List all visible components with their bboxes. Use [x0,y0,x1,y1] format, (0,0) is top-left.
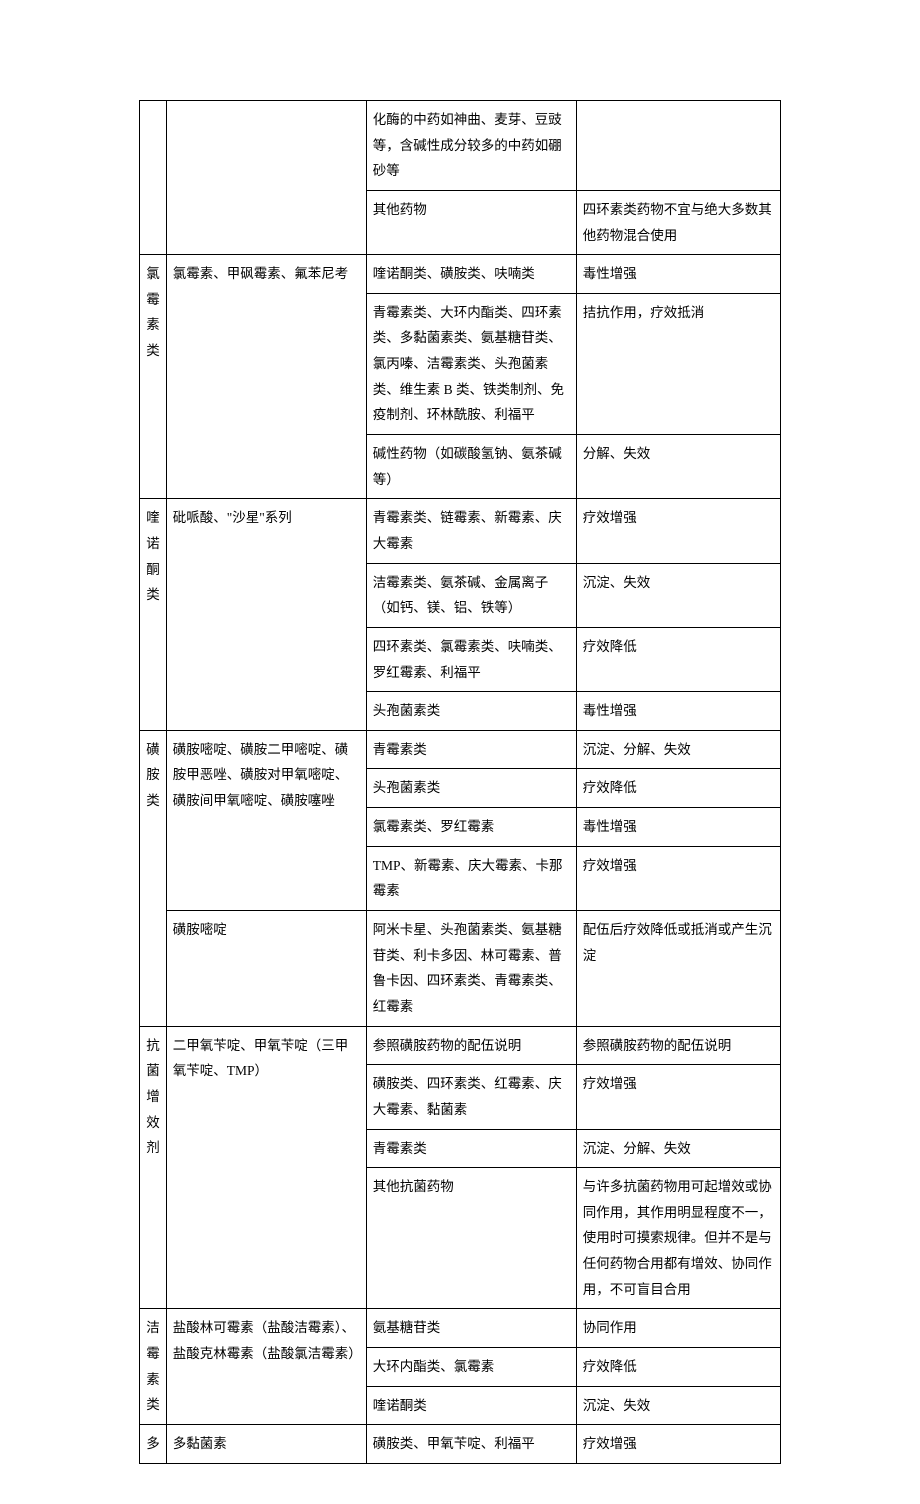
table-row: 抗菌增效剂 二甲氧苄啶、甲氧苄啶（三甲氧苄啶、TMP） 参照磺胺药物的配伍说明 … [140,1026,781,1065]
partner-cell: 氨基糖苷类 [366,1309,576,1348]
partner-cell: 大环内酯类、氯霉素 [366,1347,576,1386]
effect-cell: 疗效增强 [576,1425,780,1464]
cat-cell [140,101,167,255]
drug-cell: 二甲氧苄啶、甲氧苄啶（三甲氧苄啶、TMP） [166,1026,366,1309]
partner-cell: 喹诺酮类、磺胺类、呋喃类 [366,255,576,294]
partner-cell: 青霉素类、链霉素、新霉素、庆大霉素 [366,499,576,563]
effect-cell: 分解、失效 [576,435,780,499]
cat-cell: 喹诺酮类 [140,499,167,730]
effect-cell: 四环素类药物不宜与绝大多数其他药物混合使用 [576,190,780,254]
partner-cell: 其他抗菌药物 [366,1168,576,1309]
effect-cell: 沉淀、失效 [576,563,780,627]
effect-cell: 毒性增强 [576,255,780,294]
effect-cell: 毒性增强 [576,692,780,731]
effect-cell: 毒性增强 [576,808,780,847]
drug-cell: 盐酸林可霉素（盐酸洁霉素）、盐酸克林霉素（盐酸氯洁霉素） [166,1309,366,1425]
partner-cell: 头孢菌素类 [366,769,576,808]
table-row: 喹诺酮类 砒哌酸、"沙星"系列 青霉素类、链霉素、新霉素、庆大霉素 疗效增强 [140,499,781,563]
partner-cell: 磺胺类、四环素类、红霉素、庆大霉素、黏菌素 [366,1065,576,1129]
document-page: 化酶的中药如神曲、麦芽、豆豉等，含碱性成分较多的中药如硼砂等 其他药物 四环素类… [0,0,920,1504]
effect-cell: 沉淀、分解、失效 [576,730,780,769]
effect-cell: 沉淀、分解、失效 [576,1129,780,1168]
cat-cell: 氯霉素类 [140,255,167,499]
partner-cell: 青霉素类、大环内酯类、四环素类、多黏菌素类、氨基糖苷类、氯丙嗪、洁霉素类、头孢菌… [366,293,576,434]
cat-cell: 洁霉素类 [140,1309,167,1425]
partner-cell: 磺胺类、甲氧苄啶、利福平 [366,1425,576,1464]
effect-cell: 沉淀、失效 [576,1386,780,1425]
partner-cell: 化酶的中药如神曲、麦芽、豆豉等，含碱性成分较多的中药如硼砂等 [366,101,576,191]
drug-cell [166,101,366,255]
drug-cell: 氯霉素、甲砜霉素、氟苯尼考 [166,255,366,499]
effect-cell: 协同作用 [576,1309,780,1348]
partner-cell: 青霉素类 [366,1129,576,1168]
drug-cell: 砒哌酸、"沙星"系列 [166,499,366,730]
partner-cell: 青霉素类 [366,730,576,769]
partner-cell: 碱性药物（如碳酸氢钠、氨茶碱等） [366,435,576,499]
partner-cell: 其他药物 [366,190,576,254]
drug-cell: 磺胺嘧啶、磺胺二甲嘧啶、磺胺甲恶唑、磺胺对甲氧嘧啶、磺胺间甲氧嘧啶、磺胺噻唑 [166,730,366,910]
table-row: 磺胺嘧啶 阿米卡星、头孢菌素类、氨基糖苷类、利卡多因、林可霉素、普鲁卡因、四环素… [140,911,781,1027]
table-row: 洁霉素类 盐酸林可霉素（盐酸洁霉素）、盐酸克林霉素（盐酸氯洁霉素） 氨基糖苷类 … [140,1309,781,1348]
effect-cell: 疗效降低 [576,627,780,691]
effect-cell: 疗效降低 [576,769,780,808]
partner-cell: 参照磺胺药物的配伍说明 [366,1026,576,1065]
table-row: 化酶的中药如神曲、麦芽、豆豉等，含碱性成分较多的中药如硼砂等 [140,101,781,191]
table-row: 磺胺类 磺胺嘧啶、磺胺二甲嘧啶、磺胺甲恶唑、磺胺对甲氧嘧啶、磺胺间甲氧嘧啶、磺胺… [140,730,781,769]
partner-cell: 喹诺酮类 [366,1386,576,1425]
partner-cell: 洁霉素类、氨茶碱、金属离子（如钙、镁、铝、铁等） [366,563,576,627]
effect-cell [576,101,780,191]
cat-cell: 多 [140,1425,167,1464]
effect-cell: 疗效增强 [576,846,780,910]
partner-cell: 头孢菌素类 [366,692,576,731]
drug-cell: 磺胺嘧啶 [166,911,366,1027]
effect-cell: 拮抗作用，疗效抵消 [576,293,780,434]
partner-cell: 氯霉素类、罗红霉素 [366,808,576,847]
effect-cell: 疗效增强 [576,1065,780,1129]
effect-cell: 疗效降低 [576,1347,780,1386]
cat-cell: 磺胺类 [140,730,167,1026]
effect-cell: 配伍后疗效降低或抵消或产生沉淀 [576,911,780,1027]
table-row: 氯霉素类 氯霉素、甲砜霉素、氟苯尼考 喹诺酮类、磺胺类、呋喃类 毒性增强 [140,255,781,294]
partner-cell: 四环素类、氯霉素类、呋喃类、罗红霉素、利福平 [366,627,576,691]
cat-cell: 抗菌增效剂 [140,1026,167,1309]
partner-cell: 阿米卡星、头孢菌素类、氨基糖苷类、利卡多因、林可霉素、普鲁卡因、四环素类、青霉素… [366,911,576,1027]
effect-cell: 与许多抗菌药物用可起增效或协同作用，其作用明显程度不一，使用时可摸索规律。但并不… [576,1168,780,1309]
partner-cell: TMP、新霉素、庆大霉素、卡那霉素 [366,846,576,910]
effect-cell: 疗效增强 [576,499,780,563]
effect-cell: 参照磺胺药物的配伍说明 [576,1026,780,1065]
drug-compat-table: 化酶的中药如神曲、麦芽、豆豉等，含碱性成分较多的中药如硼砂等 其他药物 四环素类… [139,100,781,1464]
drug-cell: 多黏菌素 [166,1425,366,1464]
table-row: 多 多黏菌素 磺胺类、甲氧苄啶、利福平 疗效增强 [140,1425,781,1464]
